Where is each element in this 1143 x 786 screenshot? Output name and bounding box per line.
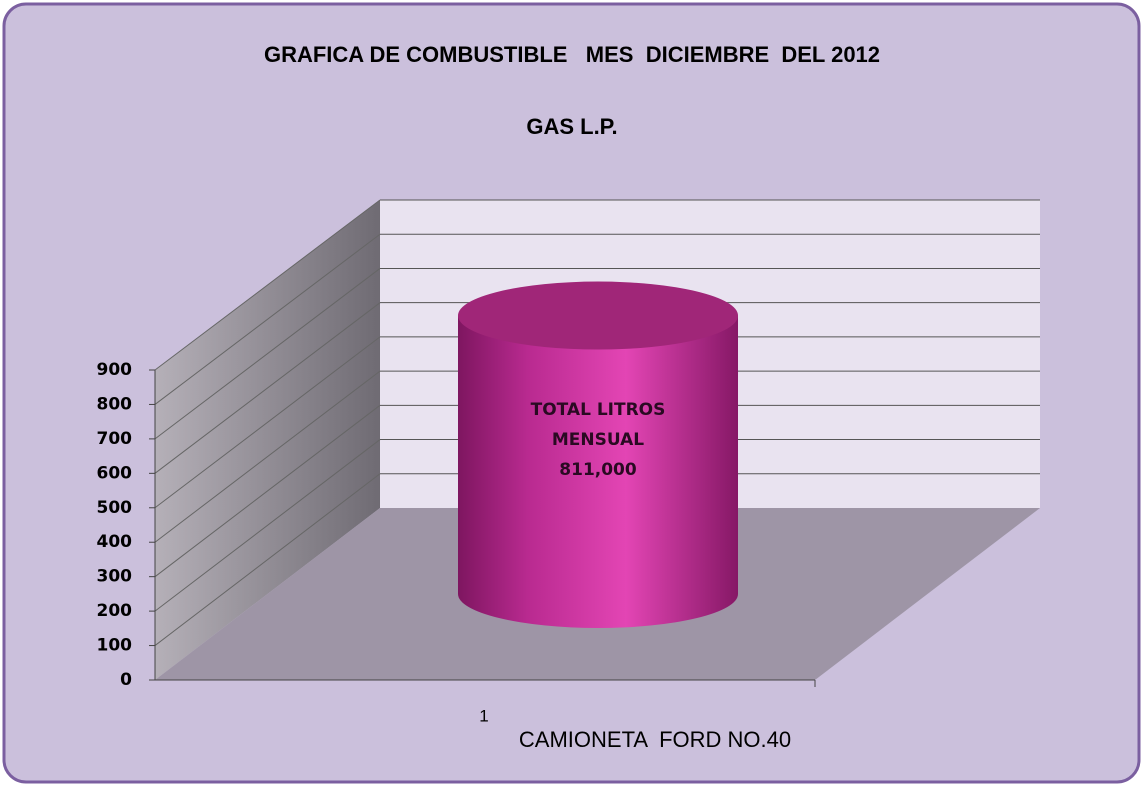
chart-subtitle: GAS L.P.: [526, 114, 617, 139]
y-tick-label: 700: [97, 429, 133, 449]
chart-title: GRAFICA DE COMBUSTIBLE MES DICIEMBRE DEL…: [264, 42, 880, 67]
data-label: TOTAL LITROS MENSUAL 811,000: [513, 395, 683, 485]
series-name: TOTAL LITROS MENSUAL: [530, 399, 666, 450]
y-tick-label: 300: [97, 567, 133, 587]
y-tick-label: 0: [120, 670, 132, 690]
y-tick-label: 200: [97, 601, 133, 621]
y-tick-label: 100: [97, 636, 133, 656]
y-tick-label: 900: [97, 360, 133, 380]
grid-line: [154, 404, 381, 578]
grid-line: [154, 233, 381, 405]
x-tick-label: 1: [479, 706, 488, 725]
value-label: 811,000: [559, 459, 637, 480]
x-axis-title: CAMIONETA FORD NO.40: [519, 727, 791, 752]
bar-top: [458, 281, 738, 350]
grid-line: [154, 302, 381, 474]
y-tick-label: 400: [97, 532, 133, 552]
grid-line: [154, 473, 381, 646]
y-tick-label: 500: [97, 498, 133, 518]
grid-line: [154, 370, 381, 543]
bar: [458, 315, 738, 628]
grid-line: [154, 268, 381, 440]
grid-line: [154, 336, 381, 509]
y-tick-label: 600: [97, 463, 133, 483]
y-tick-label: 800: [97, 394, 133, 414]
grid-line: [154, 439, 381, 612]
grid-line: [154, 199, 381, 371]
side-wall: [155, 200, 380, 680]
